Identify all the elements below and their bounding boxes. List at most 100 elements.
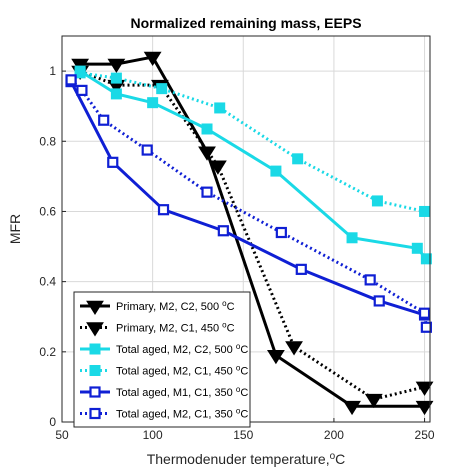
data-point-marker: [143, 51, 162, 66]
legend-label-text: Total aged, M2, C1, 350: [116, 409, 236, 421]
data-point-marker: [98, 114, 110, 126]
data-point-marker: [107, 58, 126, 74]
x-tick-label: 100: [143, 428, 163, 442]
y-tick-label: 0.8: [39, 134, 56, 148]
data-point-marker: [141, 144, 153, 156]
legend-label-unit: C: [227, 301, 235, 313]
data-point-marker: [346, 232, 358, 244]
legend-entry: Total aged, M1, C1, 350 oC: [80, 385, 248, 400]
y-tick-label: 0.6: [39, 204, 56, 218]
data-point-marker: [110, 88, 122, 100]
chart-title: Normalized remaining mass, EEPS: [130, 15, 361, 31]
data-point-marker: [285, 341, 303, 356]
y-tick-label: 0.2: [39, 345, 56, 359]
data-point-marker: [201, 186, 213, 198]
data-point-marker: [76, 84, 88, 96]
legend-label-unit-sup: o: [236, 342, 241, 351]
data-point-marker: [419, 205, 431, 217]
data-point-marker: [420, 253, 432, 265]
legend-label-unit: C: [240, 366, 248, 378]
series-line: [70, 78, 428, 328]
data-point-marker: [373, 295, 385, 307]
legend-label-unit: C: [240, 387, 248, 399]
legend-label-unit-sup: o: [236, 363, 241, 372]
data-point-marker: [371, 195, 383, 207]
data-point-marker: [74, 67, 86, 79]
data-point-marker: [89, 343, 101, 355]
legend-entry: Total aged, M2, C2, 500 oC: [80, 342, 248, 357]
data-point-marker: [292, 153, 304, 165]
data-point-marker: [415, 381, 434, 396]
series: [74, 67, 431, 217]
legend-box: [73, 291, 251, 428]
series: [65, 74, 432, 333]
data-point-marker: [214, 102, 226, 114]
data-point-marker: [89, 407, 101, 420]
legend-entry: Total aged, M2, C1, 350 oC: [80, 406, 248, 421]
series-line: [79, 69, 428, 260]
data-point-marker: [198, 146, 216, 161]
data-point-marker: [107, 156, 119, 168]
legend-entry: Primary, M2, C2, 500 oC: [80, 299, 235, 315]
legend-label: Primary, M2, C2, 500 oC: [116, 299, 235, 314]
x-axis-title-unit-sup: o: [330, 451, 336, 462]
legend-label-unit-sup: o: [222, 299, 227, 308]
data-point-marker: [364, 274, 376, 286]
x-tick-label: 150: [233, 428, 253, 442]
legend-entry: Primary, M2, C1, 450 oC: [80, 320, 235, 337]
legend-label-text: Primary, M2, C1, 450: [116, 323, 222, 335]
data-point-marker: [364, 393, 383, 409]
data-point-marker: [270, 165, 282, 177]
data-point-marker: [201, 123, 213, 135]
x-axis-title-unit: C: [335, 451, 345, 467]
legend-label-unit: C: [227, 323, 235, 335]
data-point-marker: [267, 350, 285, 365]
data-point-marker: [420, 321, 432, 333]
y-tick-label: 0.4: [39, 275, 56, 289]
data-point-marker: [86, 300, 104, 315]
data-point-marker: [217, 225, 229, 237]
data-point-marker: [275, 226, 287, 239]
legend-label-text: Total aged, M2, C2, 500: [116, 344, 236, 356]
data-point-marker: [295, 263, 307, 275]
data-point-marker: [86, 322, 104, 337]
data-point-marker: [156, 83, 168, 95]
y-tick-label: 0: [49, 415, 56, 429]
legend-label-unit-sup: o: [236, 385, 241, 394]
x-tick-label: 50: [55, 428, 69, 442]
data-point-marker: [343, 400, 361, 416]
legend-label: Total aged, M1, C1, 350 oC: [116, 385, 248, 400]
y-tick-label: 1: [49, 64, 56, 78]
x-axis-title: Thermodenuder temperature,oC: [147, 451, 346, 468]
data-point-marker: [157, 204, 170, 216]
data-point-marker: [110, 72, 122, 84]
legend-label-text: Total aged, M2, C1, 450: [116, 366, 236, 378]
data-point-marker: [208, 160, 227, 175]
series-layer: [65, 51, 434, 416]
legend-label-unit-sup: o: [222, 320, 227, 329]
y-axis-title: MFR: [7, 214, 23, 244]
data-point-marker: [411, 242, 423, 254]
legend-label-text: Primary, M2, C2, 500: [116, 301, 222, 313]
legend-entry: Total aged, M2, C1, 450 oC: [80, 363, 248, 378]
data-point-marker: [418, 307, 431, 319]
legend-label-text: Total aged, M1, C1, 350: [116, 387, 236, 399]
legend-label-unit: C: [240, 344, 248, 356]
legend-label: Primary, M2, C1, 450 oC: [116, 320, 235, 335]
data-point-marker: [89, 386, 101, 398]
legend-label: Total aged, M2, C2, 500 oC: [116, 342, 248, 357]
ticks: 50 100 150 200 250 0 0.2 0.4 0.6 0.8 1: [39, 64, 435, 442]
x-axis-title-text: Thermodenuder temperature,: [147, 451, 330, 467]
legend-label: Total aged, M2, C1, 450 oC: [116, 363, 248, 378]
legend-label-unit: C: [240, 409, 248, 421]
data-point-marker: [147, 97, 159, 109]
data-point-marker: [89, 365, 101, 376]
legend-label-unit-sup: o: [236, 406, 241, 415]
x-tick-label: 250: [415, 428, 435, 442]
data-point-marker: [65, 74, 77, 86]
x-tick-label: 200: [324, 428, 344, 442]
legend-label: Total aged, M2, C1, 350 oC: [116, 406, 248, 421]
data-point-marker: [415, 400, 434, 416]
